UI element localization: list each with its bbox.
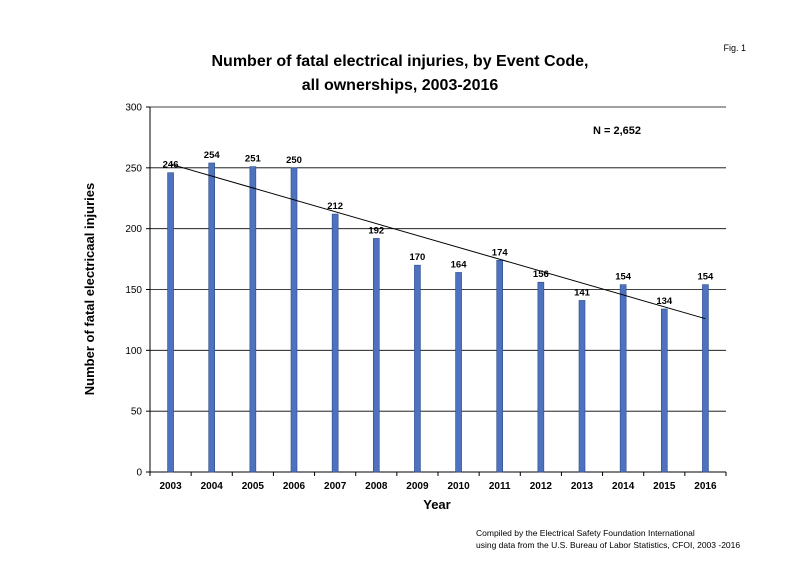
bar-2011 (496, 259, 504, 473)
data-label-2009: 170 (409, 252, 425, 263)
bar-2003 (167, 172, 174, 473)
y-axis-title: Number of fatal electricaal injuries (82, 183, 97, 395)
x-tick-label-2011: 2011 (489, 481, 511, 492)
bars (167, 162, 709, 473)
data-labels: 246 254 251 250 212 192 170 164 174 156 141 154 134 1… (163, 150, 714, 307)
trendline (170, 163, 706, 320)
data-label-2003: 246 (163, 160, 179, 171)
x-tick-label-2008: 2008 (365, 481, 388, 492)
y-tick-label: 100 (125, 346, 142, 357)
x-tick-label-2012: 2012 (530, 481, 553, 492)
figure-label: Fig. 1 (723, 43, 746, 53)
bar-2008 (372, 238, 380, 473)
gridlines (150, 106, 726, 473)
source-note-line-2: using data from the U.S. Bureau of Labor… (476, 540, 741, 550)
bar-2006 (290, 167, 298, 473)
data-label-2013: 141 (574, 287, 591, 298)
bar-2013 (578, 300, 586, 473)
y-tick-label: 0 (136, 468, 142, 479)
y-tick-label: 50 (131, 407, 143, 418)
x-tick-label-2015: 2015 (653, 481, 676, 492)
bar-2015 (660, 308, 668, 473)
x-tick-label-2007: 2007 (324, 481, 347, 492)
x-tick-label-2016: 2016 (694, 481, 717, 492)
bar-2009 (414, 264, 421, 473)
x-tick-label-2014: 2014 (612, 481, 635, 492)
chart-title-line-1: Number of fatal electrical injuries, by … (211, 53, 589, 70)
y-tick-label: 150 (125, 285, 142, 296)
x-tick-label-2009: 2009 (406, 481, 429, 492)
data-label-2010: 164 (451, 259, 468, 270)
source-note: Compiled by the Electrical Safety Founda… (476, 527, 740, 551)
data-label-2015: 134 (656, 296, 673, 307)
trendline-group (170, 163, 706, 320)
data-label-2014: 154 (615, 272, 632, 283)
bar-2012 (537, 281, 545, 473)
data-label-2008: 192 (368, 225, 384, 236)
x-tick-label-2010: 2010 (447, 481, 470, 492)
bar-2016 (702, 284, 709, 473)
bar-2010 (455, 272, 462, 473)
bar-2005 (249, 166, 257, 473)
x-tick-label-2006: 2006 (283, 481, 306, 492)
data-label-2004: 254 (204, 150, 221, 161)
x-axis-title: Year (423, 497, 450, 512)
chart-title: Number of fatal electrical injuries, by … (150, 50, 650, 98)
data-label-2005: 251 (245, 154, 262, 165)
data-label-2007: 212 (327, 201, 343, 212)
y-tick-label: 200 (125, 224, 142, 235)
x-tick-label-2005: 2005 (242, 481, 265, 492)
data-label-2012: 156 (533, 269, 549, 280)
bar-2007 (331, 213, 339, 473)
chart-title-line-2: all ownerships, 2003-2016 (301, 77, 499, 94)
x-tick-label-2004: 2004 (201, 481, 224, 492)
data-label-2016: 154 (697, 272, 714, 283)
data-label-2006: 250 (286, 155, 302, 166)
source-note-line-1: Compiled by the Electrical Safety Founda… (476, 528, 695, 538)
data-label-2011: 174 (492, 247, 509, 258)
y-tick-label: 250 (125, 163, 142, 174)
axes: 0 50 100 150 200 250 300 2003 2004 2005 2006 2007 20… (125, 103, 727, 492)
x-tick-label-2003: 2003 (159, 481, 182, 492)
n-total-annotation: N = 2,652 (593, 125, 641, 137)
bar-2004 (208, 162, 216, 473)
y-tick-label: 300 (125, 103, 142, 114)
x-tick-label-2013: 2013 (571, 481, 594, 492)
bar-2014 (619, 284, 627, 473)
